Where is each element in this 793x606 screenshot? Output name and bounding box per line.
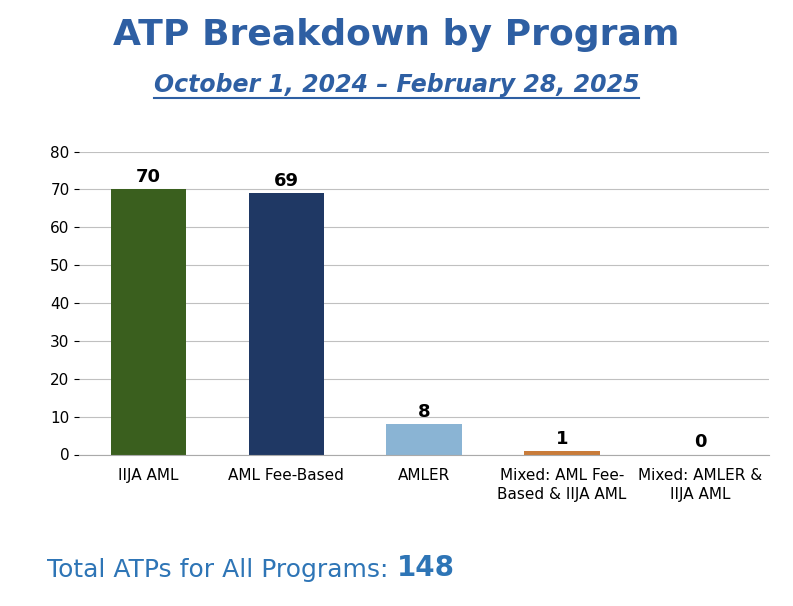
Text: 148: 148 [396, 554, 454, 582]
Text: October 1, 2024 – February 28, 2025: October 1, 2024 – February 28, 2025 [154, 73, 639, 97]
Text: 69: 69 [274, 172, 299, 190]
Bar [524, 451, 600, 454]
Text: 0: 0 [694, 433, 707, 451]
Text: Total ATPs for All Programs:: Total ATPs for All Programs: [47, 558, 396, 582]
Text: 1: 1 [556, 430, 569, 448]
Text: ATP Breakdown by Program: ATP Breakdown by Program [113, 18, 680, 52]
Text: 70: 70 [136, 168, 161, 187]
Bar [248, 193, 324, 454]
Text: 8: 8 [418, 403, 431, 421]
Bar [111, 189, 186, 454]
Bar [386, 424, 462, 454]
